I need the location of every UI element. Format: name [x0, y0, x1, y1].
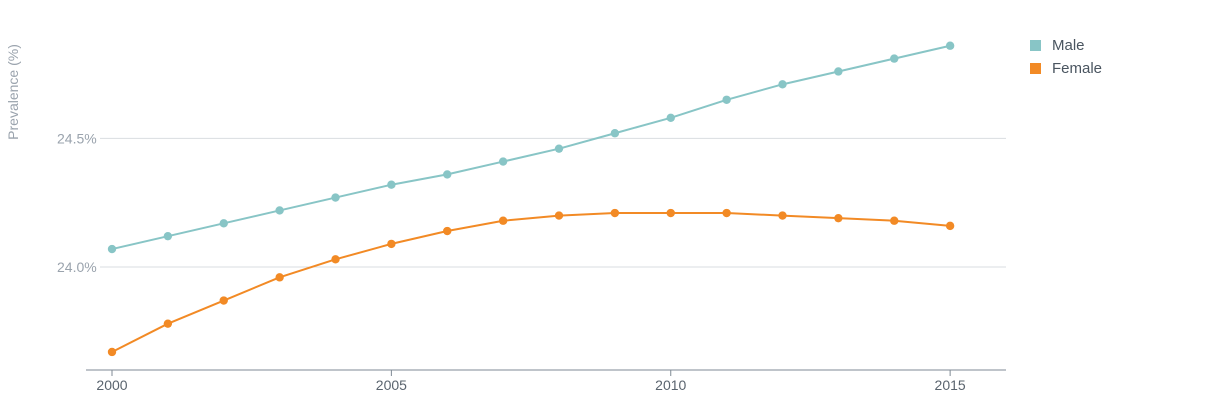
x-axis: 2000 2005 2010 2015: [86, 369, 1006, 393]
data-point-female[interactable]: [834, 213, 843, 223]
series-line-male: [111, 44, 951, 251]
y-axis-ticks: 24.0% 24.5%: [57, 130, 97, 275]
data-point-female[interactable]: [163, 319, 173, 328]
data-point-female[interactable]: [666, 208, 675, 218]
data-point-male[interactable]: [107, 244, 117, 254]
y-tick-label: 24.5%: [57, 130, 97, 146]
data-point-male[interactable]: [219, 219, 228, 228]
data-point-male[interactable]: [387, 180, 396, 189]
data-point-female[interactable]: [275, 273, 284, 282]
data-point-male[interactable]: [778, 80, 787, 89]
legend-item-male[interactable]: Male: [1030, 34, 1102, 57]
data-point-male[interactable]: [890, 54, 899, 63]
data-point-female[interactable]: [107, 347, 117, 357]
data-point-female[interactable]: [722, 208, 731, 218]
data-point-female[interactable]: [443, 226, 452, 236]
data-point-female[interactable]: [554, 211, 564, 220]
series-group: [107, 41, 955, 357]
data-point-male[interactable]: [610, 129, 620, 138]
data-point-male[interactable]: [554, 144, 564, 153]
legend-label-female: Female: [1052, 60, 1103, 77]
data-point-female[interactable]: [945, 221, 955, 231]
legend-item-female[interactable]: Female: [1030, 57, 1102, 80]
data-point-male[interactable]: [275, 206, 284, 215]
legend-label-male: Male: [1052, 37, 1085, 54]
data-point-male[interactable]: [498, 157, 508, 166]
data-point-male[interactable]: [331, 193, 340, 202]
x-tick-label: 2000: [96, 377, 127, 393]
x-tick-label: 2015: [935, 377, 966, 393]
data-point-male[interactable]: [666, 113, 675, 122]
legend-swatch-female: [1030, 63, 1041, 74]
data-point-female[interactable]: [498, 216, 508, 225]
data-point-female[interactable]: [331, 255, 340, 264]
data-point-male[interactable]: [945, 41, 955, 50]
x-tick-label: 2010: [655, 377, 686, 393]
x-tick-label: 2005: [376, 377, 407, 393]
legend: Male Female: [1030, 34, 1102, 80]
series-line-female: [111, 212, 951, 353]
data-point-male[interactable]: [834, 67, 843, 76]
data-point-male[interactable]: [722, 95, 731, 104]
data-point-female[interactable]: [219, 296, 228, 305]
data-point-female[interactable]: [890, 216, 899, 225]
y-tick-label: 24.0%: [57, 259, 97, 275]
legend-swatch-male: [1030, 40, 1041, 51]
y-axis-label: Prevalence (%): [5, 44, 21, 140]
data-point-female[interactable]: [610, 208, 620, 218]
data-point-male[interactable]: [163, 231, 173, 241]
data-point-female[interactable]: [778, 211, 787, 220]
gridlines: [100, 137, 1006, 268]
data-point-male[interactable]: [443, 170, 452, 179]
data-point-female[interactable]: [387, 239, 396, 249]
